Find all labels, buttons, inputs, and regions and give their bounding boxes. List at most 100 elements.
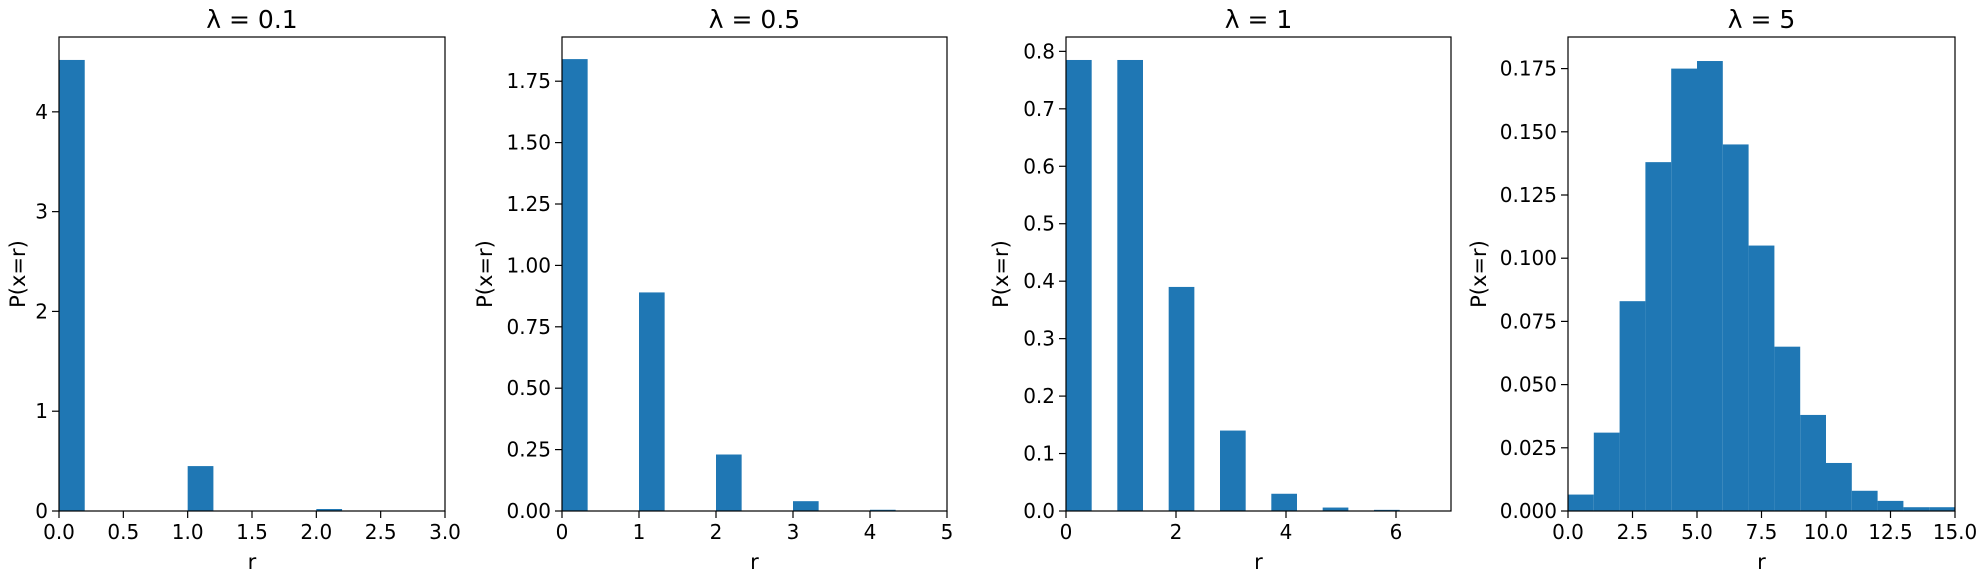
histogram-bar <box>1929 507 1955 511</box>
y-tick-label: 0.025 <box>1500 436 1557 460</box>
x-tick-label: 3 <box>787 520 800 544</box>
x-tick-label: 2 <box>1170 520 1183 544</box>
y-tick-label: 0.50 <box>506 376 551 400</box>
y-tick-label: 1 <box>35 399 48 423</box>
y-tick-label: 0.8 <box>1023 39 1055 63</box>
x-tick-label: 12.5 <box>1868 520 1913 544</box>
y-tick-label: 0.0 <box>1023 499 1055 523</box>
y-tick-label: 0.100 <box>1500 246 1557 270</box>
histogram-bar <box>1619 301 1646 511</box>
histogram-bar <box>1877 500 1904 511</box>
x-tick-label: 2.0 <box>300 520 332 544</box>
x-tick-label: 0 <box>556 520 569 544</box>
y-tick-label: 0.1 <box>1023 442 1055 466</box>
y-tick-label: 1.50 <box>506 131 551 155</box>
subplot-lambda-0-5: λ = 0.5 r P(x=r) 0 1 2 3 4 5 0.00 0.25 0.50 0.75 1… <box>473 5 953 574</box>
x-tick-label: 0.0 <box>1552 520 1584 544</box>
y-tick-label: 0.125 <box>1500 183 1557 207</box>
plot-frame <box>561 36 948 512</box>
x-tick-label: 2.5 <box>1617 520 1649 544</box>
y-tick-label: 3 <box>35 200 48 224</box>
y-tick-label: 0.150 <box>1500 120 1557 144</box>
subplot-title: λ = 1 <box>1225 5 1293 34</box>
x-tick-label: 2.5 <box>365 520 397 544</box>
bars <box>562 59 896 511</box>
histogram-bar <box>1168 286 1195 511</box>
histogram-bar <box>1322 507 1349 511</box>
y-tick-label: 1.75 <box>506 69 551 93</box>
plot-frame <box>1065 36 1452 512</box>
y-tick-label: 2 <box>35 299 48 323</box>
histogram-bar <box>1697 61 1723 512</box>
y-tick-label: 0.2 <box>1023 384 1055 408</box>
x-axis-label: r <box>750 550 759 574</box>
x-tick-label: 0 <box>1060 520 1073 544</box>
x-tick-label: 4 <box>1280 520 1293 544</box>
histogram-bar <box>1903 507 1930 511</box>
x-tick-label: 5.0 <box>1681 520 1713 544</box>
histogram-bar <box>1271 493 1297 511</box>
x-tick-label: 0.5 <box>107 520 139 544</box>
y-tick-label: 0.25 <box>506 438 551 462</box>
y-axis-label: P(x=r) <box>1467 240 1491 308</box>
y-tick-label: 0.5 <box>1023 212 1055 236</box>
y-tick-label: 1.25 <box>506 192 551 216</box>
y-tick-label: 0.75 <box>506 315 551 339</box>
plot-frame <box>58 36 446 512</box>
x-axis-label: r <box>1757 550 1766 574</box>
histogram-bar <box>1722 144 1749 511</box>
histogram-bar <box>1851 490 1878 511</box>
x-tick-label: 4 <box>864 520 877 544</box>
subplot-title: λ = 0.5 <box>709 5 800 34</box>
x-tick-label: 5 <box>941 520 954 544</box>
bars <box>1066 59 1400 511</box>
histogram-bar <box>59 59 85 511</box>
x-tick-label: 1 <box>633 520 646 544</box>
y-axis-label: P(x=r) <box>6 240 30 308</box>
y-tick-label: 0.175 <box>1500 57 1557 81</box>
bars <box>59 59 343 511</box>
x-tick-label: 15.0 <box>1933 520 1978 544</box>
x-tick-label: 3.0 <box>429 520 461 544</box>
histogram-bar <box>1593 432 1620 511</box>
x-axis-label: r <box>248 550 257 574</box>
x-tick-label: 2 <box>710 520 723 544</box>
x-tick-label: 10.0 <box>1804 520 1849 544</box>
subplot-lambda-1: λ = 1 r P(x=r) 0 2 4 6 0.0 0.1 0.2 0.3 0.4 0.5 0.6… <box>989 5 1452 574</box>
x-tick-label: 1.5 <box>236 520 268 544</box>
y-tick-label: 1.00 <box>506 253 551 277</box>
y-tick-label: 0.3 <box>1023 327 1055 351</box>
histogram-bar <box>1800 414 1826 511</box>
histogram-bar <box>1774 346 1801 511</box>
y-tick-label: 0.000 <box>1500 499 1557 523</box>
y-axis-label: P(x=r) <box>473 240 497 308</box>
histogram-bar <box>316 509 343 511</box>
histogram-bar <box>639 292 665 511</box>
y-tick-label: 0.4 <box>1023 269 1055 293</box>
y-tick-label: 0.050 <box>1500 373 1557 397</box>
histogram-bar <box>716 454 742 511</box>
histogram-bar <box>562 59 588 511</box>
histogram-bar <box>870 509 896 511</box>
y-tick-label: 0.6 <box>1023 154 1055 178</box>
histogram-bar <box>1568 494 1594 511</box>
bars <box>1568 61 1955 512</box>
histogram-bar <box>1066 59 1092 511</box>
histogram-bar <box>1117 59 1143 511</box>
x-tick-label: 7.5 <box>1746 520 1778 544</box>
subplot-title: λ = 5 <box>1728 5 1796 34</box>
x-tick-label: 0.0 <box>43 520 75 544</box>
y-tick-label: 0.00 <box>506 499 551 523</box>
histogram-bar <box>1645 162 1672 511</box>
x-tick-label: 6 <box>1390 520 1403 544</box>
histogram-bar <box>1671 68 1697 511</box>
subplot-title: λ = 0.1 <box>206 5 297 34</box>
y-tick-label: 0.7 <box>1023 97 1055 121</box>
subplot-lambda-0-1: λ = 0.1 r P(x=r) 0.0 0.5 1.0 1.5 2.0 2.5 3.0 0 1… <box>6 5 461 574</box>
histogram-bar <box>187 466 214 511</box>
x-tick-label: 1.0 <box>172 520 204 544</box>
y-tick-label: 0 <box>35 499 48 523</box>
histogram-bar <box>1748 245 1775 511</box>
y-tick-label: 4 <box>35 100 48 124</box>
